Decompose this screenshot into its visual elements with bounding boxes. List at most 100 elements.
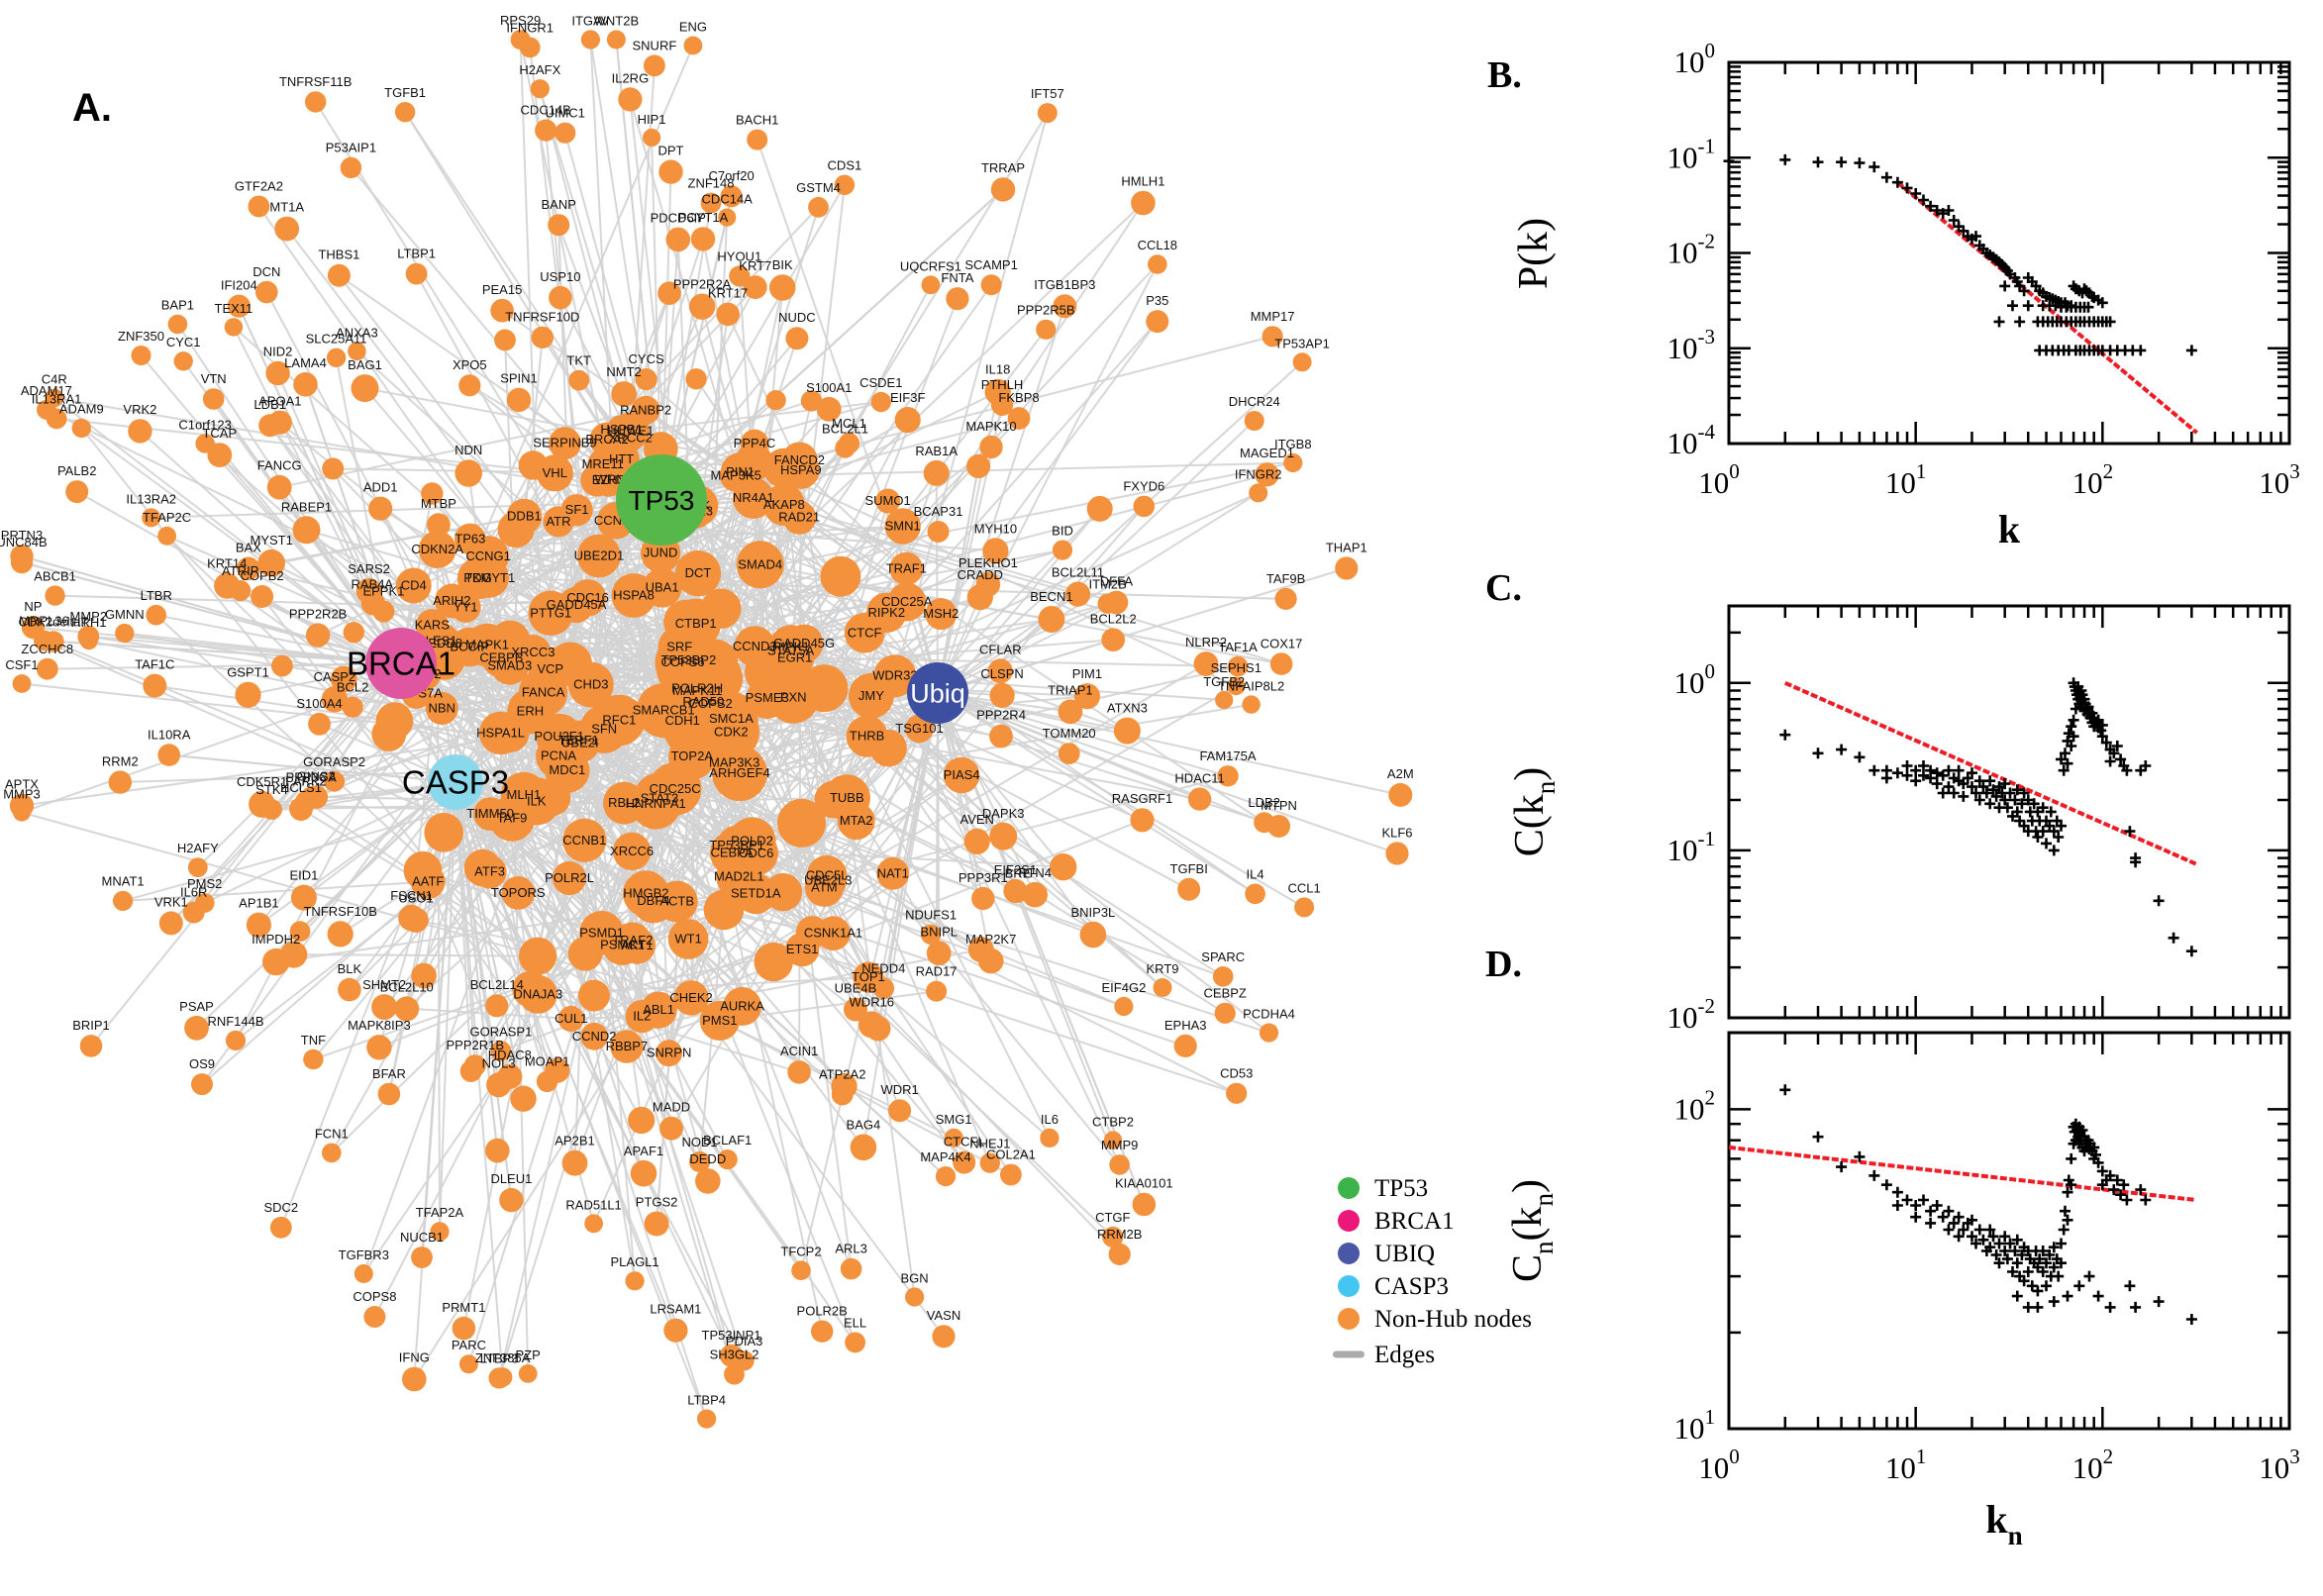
network-node-label: TFAP2C <box>143 510 191 525</box>
network-node <box>157 744 180 766</box>
network-node-label: BFAR <box>372 1066 406 1081</box>
network-node <box>927 521 950 543</box>
y-tick-label: 10-4 <box>1667 420 1716 460</box>
ppi-network-panel: CDK2CCNE1PCNAUBA1CDK3CCNB1CCND2CCND3CDC6… <box>0 13 1414 1429</box>
network-node-label: STK4 <box>255 782 288 797</box>
network-node-label: CFLAR <box>979 642 1022 656</box>
network-node <box>943 756 980 794</box>
network-edge <box>519 39 545 693</box>
network-node-label: ATP2A2 <box>819 1067 865 1082</box>
network-node <box>953 1150 976 1174</box>
network-node <box>1292 352 1312 372</box>
network-node <box>459 1060 482 1082</box>
network-node <box>698 717 749 766</box>
network-node <box>366 1035 392 1060</box>
network-edge <box>182 360 402 664</box>
network-node <box>37 399 56 420</box>
network-node-label: H2AFY <box>177 841 219 855</box>
network-node <box>987 658 1013 684</box>
network-node <box>611 573 656 618</box>
network-node <box>491 714 530 752</box>
network-node-label: NDUFS1 <box>905 908 957 923</box>
network-node <box>745 649 790 695</box>
network-node-label: PEA15 <box>482 282 522 297</box>
network-node-label: UBE4B <box>835 981 877 996</box>
network-node-label: FXYD6 <box>1123 479 1164 494</box>
panel-d-label: D. <box>1485 944 1522 985</box>
network-node-label: PIN1 <box>726 464 755 479</box>
network-node <box>1132 1192 1157 1217</box>
network-node-label: BCL2L14 <box>470 977 524 992</box>
network-node <box>688 293 716 320</box>
network-node <box>549 285 572 310</box>
network-node <box>304 785 329 809</box>
network-node-label: ITGB8 <box>1274 437 1312 451</box>
network-node-label: RNF144B <box>207 1014 263 1029</box>
network-edge <box>753 460 1237 687</box>
network-node <box>1109 1154 1130 1175</box>
network-node <box>840 1257 862 1280</box>
network-node <box>351 374 379 403</box>
network-node-label: TAF9 <box>497 811 528 826</box>
network-node <box>488 1367 510 1389</box>
network-node-label: KRT14 <box>207 556 247 571</box>
network-node-label: BRCA2 <box>585 432 628 447</box>
y-axis-label: Cn​(kn​) <box>1505 1179 1559 1282</box>
network-node <box>736 541 784 589</box>
network-node-label: HDAC11 <box>1174 770 1224 785</box>
network-node-label: CDK2deltaT <box>18 614 88 629</box>
network-edge <box>937 692 1401 796</box>
network-node-label: IL6 <box>1041 1112 1059 1127</box>
network-node-label: ATR <box>546 514 570 529</box>
network-node <box>342 696 363 718</box>
network-node-label: ERH <box>517 703 544 718</box>
network-node <box>411 962 437 989</box>
network-node-label: TERF1 <box>558 733 599 748</box>
network-edge <box>727 313 802 471</box>
network-node-label: EZH2 <box>592 472 625 487</box>
network-node <box>1227 655 1249 677</box>
network-node-label: LAMA4 <box>284 355 327 370</box>
network-node <box>640 991 677 1029</box>
network-node-label: COPB2 <box>241 568 284 583</box>
network-node-label: LDB2 <box>1248 795 1280 810</box>
network-node-label: MAP3K3 <box>709 755 759 770</box>
network-node-label: BNIPL <box>920 924 958 939</box>
network-node <box>510 30 531 50</box>
network-node-label: MYH10 <box>974 521 1017 536</box>
network-edge <box>124 632 402 664</box>
network-node <box>552 860 587 896</box>
network-node-label: NMT2 <box>606 364 641 379</box>
network-node <box>923 459 950 486</box>
network-node-label: PSMC1 <box>600 937 645 951</box>
network-edge <box>523 206 820 518</box>
network-node <box>321 686 349 713</box>
hub-label-brca1: BRCA1 <box>347 646 455 682</box>
network-node <box>1040 1128 1060 1147</box>
axis-ticks <box>1729 62 2289 444</box>
network-node-label: FANCD2 <box>774 452 825 467</box>
network-node <box>1173 1034 1197 1057</box>
network-node <box>838 433 860 454</box>
network-node <box>791 1260 811 1280</box>
network-node <box>435 583 469 619</box>
network-node <box>1214 1002 1236 1024</box>
network-node-label: RPS29 <box>500 13 541 28</box>
network-node-label: PPP3CA <box>286 770 338 785</box>
network-node-label: VCP <box>537 661 563 676</box>
network-node-label: RRM2 <box>102 753 139 768</box>
network-node <box>1283 452 1303 473</box>
network-node-label: DPT <box>658 143 684 157</box>
network-node-label: THAP1 <box>1326 540 1367 554</box>
network-node-label: PALB2 <box>57 463 97 478</box>
network-edge <box>123 880 429 902</box>
network-edge <box>937 692 1229 777</box>
x-axis-label: k <box>1998 507 2021 551</box>
network-node-label: TGFBR3 <box>339 1247 389 1262</box>
network-node <box>872 977 895 999</box>
network-node <box>612 832 652 871</box>
network-node <box>820 555 861 597</box>
network-node <box>1227 676 1246 696</box>
network-node <box>643 128 661 148</box>
network-node-label: FAM175A <box>1199 748 1256 763</box>
